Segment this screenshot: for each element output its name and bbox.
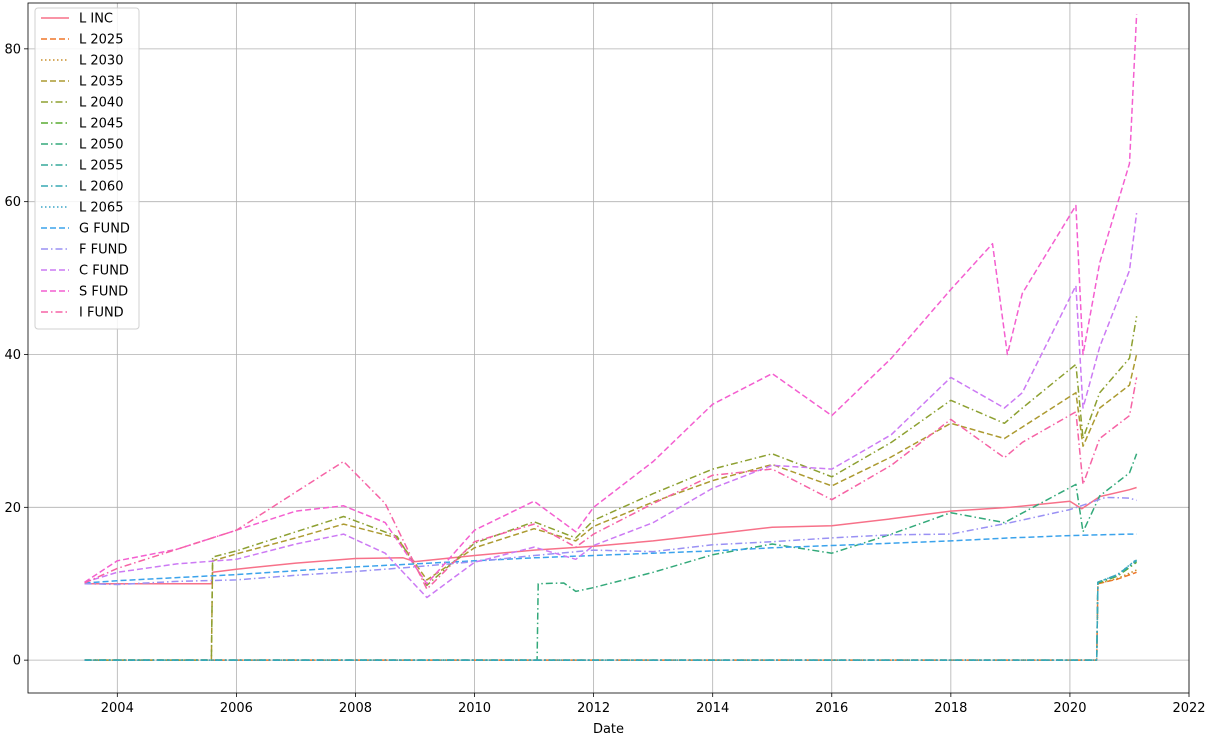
legend-entry: L 2040: [79, 96, 123, 111]
y-tick-label: 80: [4, 42, 21, 57]
x-tick-label: 2012: [577, 701, 610, 716]
legend-entry: L INC: [79, 12, 113, 27]
legend-entry: L 2065: [79, 201, 123, 216]
x-axis-ticks: 2004 2006 2008 2010 2012 2014 2016 2018 2020 2022: [101, 693, 1206, 716]
series-line-l-2050: [84, 453, 1138, 661]
legend-entry: C FUND: [79, 264, 129, 279]
series-line-s-fund: [84, 14, 1138, 585]
legend-entry: I FUND: [79, 306, 124, 321]
x-axis-label: Date: [593, 722, 624, 736]
series-line-f-fund: [84, 496, 1137, 586]
series-line-l-2035: [84, 354, 1138, 661]
legend-entry: L 2025: [79, 33, 123, 48]
legend-entry: S FUND: [79, 285, 128, 300]
legend: L INC L 2025 L 2030 L 2035 L 2040 L 2045 L 205…: [34, 7, 140, 330]
series-line-l-2040: [84, 316, 1138, 661]
legend-entry: L 2055: [79, 159, 123, 174]
y-tick-label: 0: [13, 654, 21, 669]
series-line-c-fund: [84, 213, 1138, 599]
x-tick-label: 2016: [815, 701, 848, 716]
x-tick-label: 2006: [220, 701, 253, 716]
series-line-l-2055: [84, 560, 1138, 661]
series-line-l-2025: [84, 571, 1137, 661]
x-tick-label: 2010: [458, 701, 491, 716]
series-line-l-2060: [84, 559, 1138, 661]
x-tick-label: 2004: [101, 701, 134, 716]
legend-entry: L 2045: [79, 117, 123, 132]
x-tick-label: 2014: [696, 701, 729, 716]
x-tick-label: 2018: [934, 701, 967, 716]
y-axis-ticks: 0 20 40 60 80: [4, 42, 28, 669]
y-tick-label: 40: [4, 348, 21, 363]
series-line-i-fund: [84, 377, 1138, 590]
legend-entry: L 2060: [79, 180, 123, 195]
series-line-g-fund: [84, 533, 1137, 584]
axes-frame: [27, 2, 1190, 694]
x-tick-label: 2008: [339, 701, 372, 716]
grid: [28, 3, 1190, 693]
series-line-l-inc: [84, 486, 1137, 585]
series-lines: [84, 14, 1138, 661]
legend-entry: G FUND: [79, 222, 130, 237]
series-line-l-2045: [84, 561, 1138, 661]
legend-entry: L 2050: [79, 138, 123, 153]
legend-entry: L 2030: [79, 54, 123, 69]
y-tick-label: 60: [4, 195, 21, 210]
legend-entry: L 2035: [79, 75, 123, 90]
x-tick-label: 2022: [1172, 701, 1205, 716]
x-tick-label: 2020: [1053, 701, 1086, 716]
y-tick-label: 20: [4, 501, 21, 516]
legend-entry: F FUND: [79, 243, 127, 258]
